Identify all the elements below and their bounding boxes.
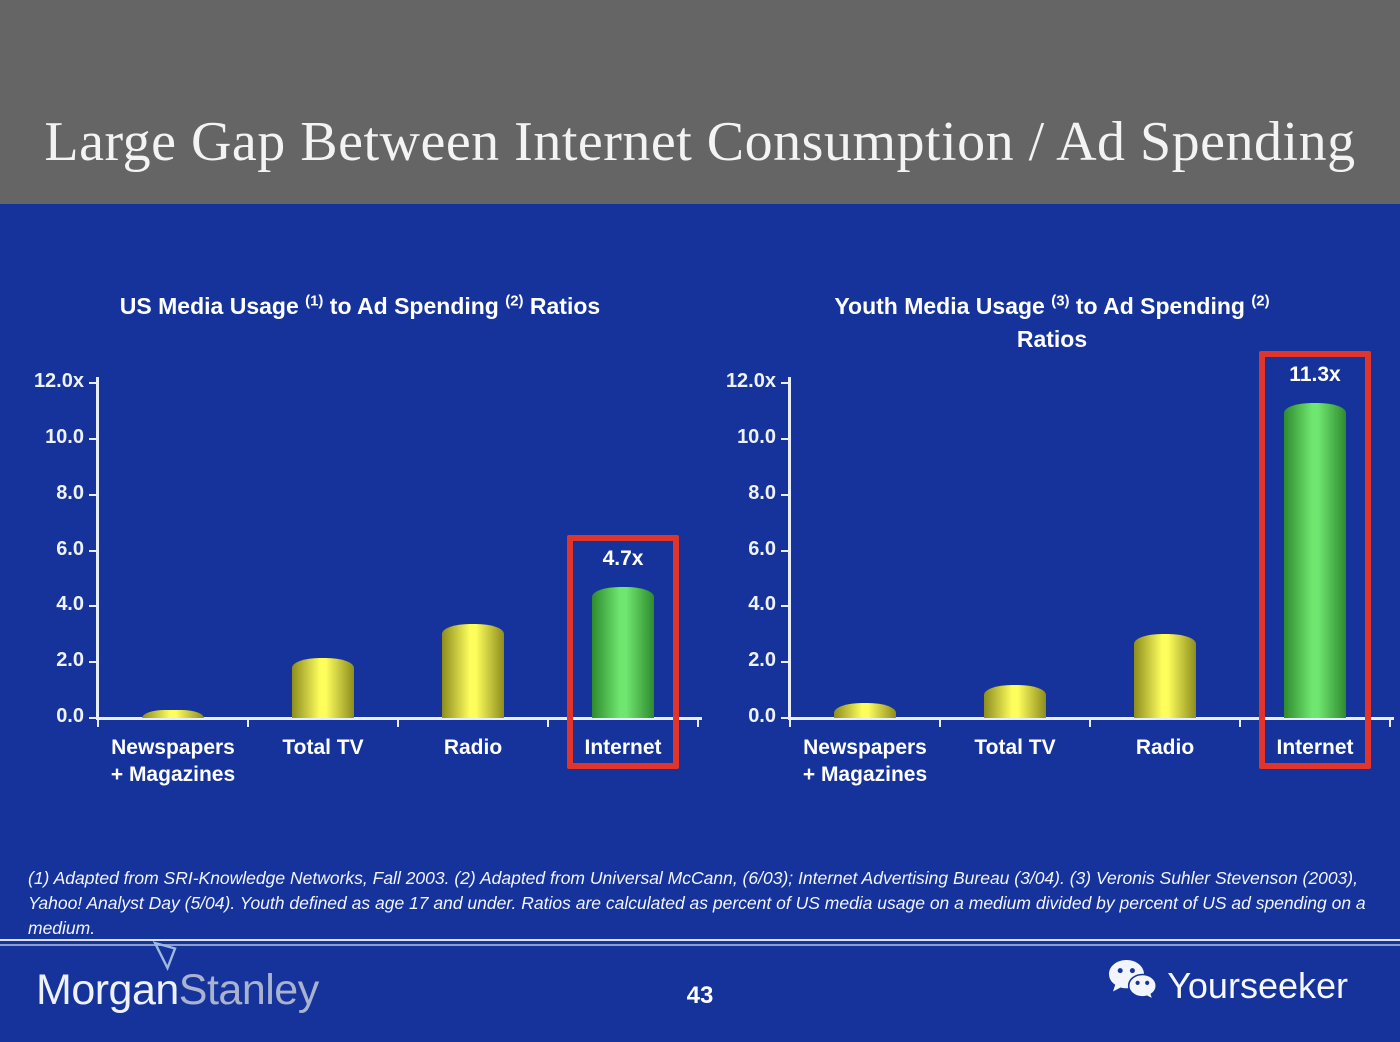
footnote-marker: (1)	[305, 292, 324, 310]
x-axis-tick-mark	[789, 719, 791, 727]
page-title: Large Gap Between Internet Consumption /…	[44, 111, 1356, 173]
x-axis-tick-mark	[547, 719, 549, 727]
category-label-newspapers-magazines: Newspapers + Magazines	[110, 736, 236, 787]
y-axis-tick-mark	[89, 661, 98, 664]
brand-text: Yourseeker	[1167, 964, 1348, 1006]
y-axis-tick-mark	[89, 493, 98, 496]
divider-line-top	[0, 939, 1400, 941]
x-axis-tick-mark	[1239, 719, 1241, 727]
bar-newspapers-magazines	[142, 709, 204, 718]
title-banner: Large Gap Between Internet Consumption /…	[0, 0, 1400, 204]
category-label-newspapers-magazines: Newspapers + Magazines	[802, 736, 928, 787]
x-axis-tick-mark	[1089, 719, 1091, 727]
y-axis-tick-label: 4.0	[748, 593, 776, 616]
chart-title: US Media Usage (1) to Ad Spending (2) Ra…	[119, 292, 601, 319]
y-axis-tick-label: 0.0	[748, 705, 776, 727]
bar-radio	[442, 624, 504, 718]
y-axis-tick-label: 0.0	[56, 705, 84, 727]
category-label-internet: Internet	[1276, 736, 1354, 759]
x-axis-line	[96, 717, 702, 720]
category-label-total-tv: Total TV	[282, 736, 364, 759]
logo-text-morgan: Morgan	[36, 966, 179, 1014]
x-axis-tick-mark	[939, 719, 941, 727]
y-axis-tick-mark	[89, 549, 98, 552]
bar-internet	[1284, 402, 1346, 718]
y-axis-tick-label: 10.0	[45, 425, 84, 448]
y-axis-tick-label: 8.0	[56, 481, 84, 504]
highlight-box-internet	[1259, 350, 1371, 769]
y-axis-tick-mark	[781, 717, 790, 719]
us-media-usage-chart: US Media Usage (1) to Ad Spending (2) Ra…	[20, 262, 702, 828]
y-axis-line	[96, 377, 99, 719]
category-label-total-tv: Total TV	[974, 736, 1056, 759]
y-axis-tick-mark	[89, 437, 98, 440]
x-axis-tick-mark	[697, 719, 699, 727]
category-label-radio: Radio	[443, 736, 503, 759]
y-axis-tick-mark	[781, 493, 790, 496]
x-axis-line	[788, 717, 1394, 720]
y-axis-tick-label: 6.0	[56, 537, 84, 560]
value-label-internet: 11.3x	[1289, 362, 1341, 386]
morgan-stanley-logo: MorganStanley	[36, 966, 319, 1015]
logo-text-stanley: Stanley	[178, 966, 319, 1014]
x-axis-tick-mark	[397, 719, 399, 727]
y-axis-tick-mark	[89, 717, 98, 719]
category-label-internet: Internet	[584, 736, 662, 759]
bar-total-tv	[292, 657, 354, 718]
bar-radio	[1134, 634, 1196, 718]
y-axis-tick-label: 2.0	[56, 649, 84, 672]
yourseeker-brand: Yourseeker	[1107, 958, 1348, 1013]
y-axis-tick-mark	[781, 549, 790, 552]
y-axis-tick-mark	[781, 605, 790, 608]
y-axis-tick-mark	[89, 605, 98, 608]
y-axis-line	[788, 377, 791, 719]
x-axis-tick-mark	[247, 719, 249, 727]
y-axis-tick-label: 12.0x	[725, 370, 776, 392]
y-axis-tick-mark	[89, 382, 98, 384]
y-axis-tick-label: 10.0	[737, 425, 776, 448]
footnote-marker: (2)	[505, 292, 524, 310]
divider-line-bottom	[0, 944, 1400, 946]
footnote-marker: (2)	[1251, 292, 1270, 310]
y-axis-tick-label: 6.0	[748, 537, 776, 560]
chart-title: Youth Media Usage (3) to Ad Spending (2)…	[834, 292, 1270, 353]
wechat-icon	[1107, 958, 1158, 1013]
value-label-internet: 4.7x	[602, 546, 644, 570]
y-axis-tick-mark	[781, 437, 790, 440]
bar-newspapers-magazines	[834, 702, 896, 718]
y-axis-tick-label: 12.0x	[33, 370, 84, 392]
morgan-stanley-flag-icon	[152, 940, 178, 977]
page-number: 43	[686, 982, 714, 1009]
y-axis-tick-label: 8.0	[748, 481, 776, 504]
x-axis-tick-mark	[1389, 719, 1391, 727]
footnote: (1) Adapted from SRI-Knowledge Networks,…	[28, 868, 1366, 938]
y-axis-tick-label: 2.0	[748, 649, 776, 672]
footer-divider	[0, 939, 1400, 946]
y-axis-tick-mark	[781, 661, 790, 664]
bar-internet	[592, 586, 654, 718]
highlight-box-internet	[567, 534, 679, 769]
bar-total-tv	[984, 684, 1046, 718]
category-label-radio: Radio	[1135, 736, 1195, 759]
x-axis-tick-mark	[97, 719, 99, 727]
y-axis-tick-mark	[781, 382, 790, 384]
y-axis-tick-label: 4.0	[56, 593, 84, 616]
youth-media-usage-chart: Youth Media Usage (3) to Ad Spending (2)…	[712, 262, 1394, 828]
footnote-marker: (3)	[1051, 292, 1070, 310]
